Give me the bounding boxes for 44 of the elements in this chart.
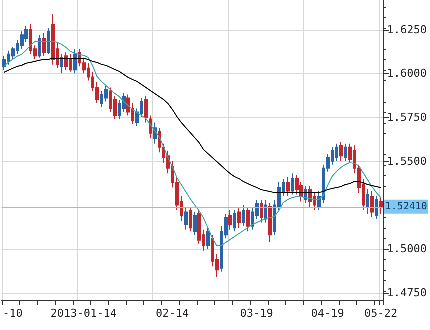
candlestick xyxy=(246,206,250,232)
candlestick xyxy=(375,196,378,220)
candlestick xyxy=(193,212,197,236)
candlestick xyxy=(233,210,236,232)
candlestick xyxy=(291,173,294,196)
line-series xyxy=(4,41,382,246)
candlestick xyxy=(260,200,263,224)
candlestick xyxy=(73,48,77,74)
x-tick-label: 03-19 xyxy=(240,307,274,320)
x-tick-label: 2013-01-14 xyxy=(50,307,118,320)
ref-line-label: 1.52410 xyxy=(385,201,428,212)
y-tick-label: 1.4750 xyxy=(387,286,428,300)
y-tick-label: 1.5750 xyxy=(387,111,428,124)
y-tick-label: 1.6250 xyxy=(387,23,428,36)
y-tick-label: 1.5000 xyxy=(387,242,428,256)
candlestick xyxy=(339,142,343,162)
candlestick xyxy=(228,210,232,230)
candlestick xyxy=(144,96,148,124)
candlestick xyxy=(60,54,63,74)
candlestick xyxy=(149,115,152,140)
candlestick xyxy=(42,32,46,57)
x-tick-label: 05-22 xyxy=(364,307,398,320)
candlestick xyxy=(344,143,347,162)
candlestick xyxy=(286,176,290,197)
candlestick xyxy=(47,28,50,55)
candlestick xyxy=(206,228,210,250)
candlestick xyxy=(64,52,68,71)
candlestick xyxy=(370,190,374,218)
line-series xyxy=(4,58,382,194)
candlestick xyxy=(268,203,272,243)
candlestick xyxy=(379,198,383,215)
candlestick xyxy=(189,206,192,232)
candlestick xyxy=(242,204,245,227)
candlestick xyxy=(366,188,369,215)
x-tick-label: 04-19 xyxy=(311,307,344,320)
candlestick xyxy=(51,14,55,66)
candlestick xyxy=(335,143,338,162)
y-tick-label: 1.6000 xyxy=(387,67,428,80)
y-tick-label: 1.5500 xyxy=(387,154,428,168)
candlestick xyxy=(184,206,188,230)
x-tick-label: -10 xyxy=(2,307,23,320)
candlestick xyxy=(38,34,41,58)
x-tick-label: 02-14 xyxy=(156,307,190,320)
candlestick xyxy=(237,206,241,229)
